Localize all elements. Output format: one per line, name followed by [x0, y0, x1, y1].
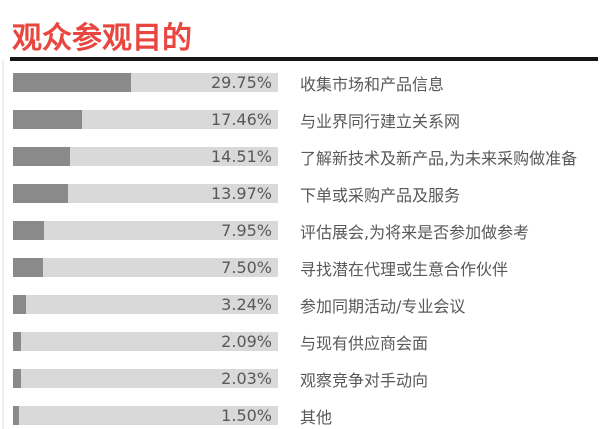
bar-row: 1.50% 其他: [0, 406, 608, 427]
bar-row: 14.51% 了解新技术及新产品,为未来采购做准备: [0, 147, 608, 168]
bar-fill: [13, 406, 19, 425]
bar-track: 14.51%: [13, 147, 278, 166]
bar-value-label: 14.51%: [210, 147, 272, 166]
bar-track: 1.50%: [13, 406, 278, 425]
bar-track: 7.50%: [13, 258, 278, 277]
bar-category-label: 其他: [300, 407, 333, 427]
bar-value-label: 7.95%: [221, 221, 272, 240]
bar-chart-rows: 29.75% 收集市场和产品信息 17.46% 与业界同行建立关系网 14.51% 了解新…: [0, 73, 608, 427]
bar-category-label: 收集市场和产品信息: [300, 74, 445, 94]
bar-value-label: 17.46%: [210, 110, 272, 129]
bar-category-label: 评估展会,为将来是否参加做参考: [300, 222, 530, 242]
bar-track: 13.97%: [13, 184, 278, 203]
bar-value-label: 2.03%: [221, 369, 272, 388]
bar-value-label: 7.50%: [221, 258, 272, 277]
bar-row: 2.03% 观察竞争对手动向: [0, 369, 608, 390]
bar-fill: [13, 221, 45, 240]
bar-track: 2.03%: [13, 369, 278, 388]
bar-fill: [13, 110, 83, 129]
bar-value-label: 29.75%: [210, 73, 272, 92]
bar-track: 3.24%: [13, 295, 278, 314]
bar-fill: [13, 332, 22, 351]
bar-row: 7.50% 寻找潜在代理或生意合作伙伴: [0, 258, 608, 279]
bar-track: 29.75%: [13, 73, 278, 92]
bar-category-label: 下单或采购产品及服务: [300, 185, 461, 205]
bar-track: 2.09%: [13, 332, 278, 351]
left-axis-line: [2, 60, 4, 429]
bar-category-label: 了解新技术及新产品,为未来采购做准备: [300, 148, 578, 168]
bar-row: 7.95% 评估展会,为将来是否参加做参考: [0, 221, 608, 242]
bar-row: 13.97% 下单或采购产品及服务: [0, 184, 608, 205]
bar-category-label: 观察竞争对手动向: [300, 370, 429, 390]
bar-value-label: 13.97%: [210, 184, 272, 203]
bar-track: 7.95%: [13, 221, 278, 240]
bar-category-label: 寻找潜在代理或生意合作伙伴: [300, 259, 509, 279]
bar-value-label: 1.50%: [221, 406, 272, 425]
bar-row: 17.46% 与业界同行建立关系网: [0, 110, 608, 131]
bar-category-label: 参加同期活动/专业会议: [300, 296, 466, 316]
bar-fill: [13, 147, 71, 166]
bar-value-label: 2.09%: [221, 332, 272, 351]
bar-fill: [13, 369, 22, 388]
page-title: 观众参观目的: [12, 21, 192, 56]
bar-row: 29.75% 收集市场和产品信息: [0, 73, 608, 94]
bar-fill: [13, 73, 131, 92]
title-underline-rule: [10, 57, 598, 61]
bar-fill: [13, 295, 26, 314]
bar-row: 2.09% 与现有供应商会面: [0, 332, 608, 353]
bar-category-label: 与业界同行建立关系网: [300, 111, 461, 131]
bar-track: 17.46%: [13, 110, 278, 129]
bar-fill: [13, 184, 69, 203]
bar-category-label: 与现有供应商会面: [300, 333, 429, 353]
bar-row: 3.24% 参加同期活动/专业会议: [0, 295, 608, 316]
bar-fill: [13, 258, 43, 277]
bar-value-label: 3.24%: [221, 295, 272, 314]
